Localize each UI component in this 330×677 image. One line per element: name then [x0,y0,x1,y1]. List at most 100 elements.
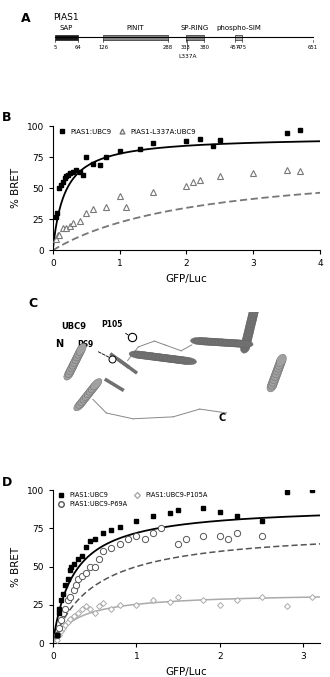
Text: SAP: SAP [60,25,73,31]
Ellipse shape [242,334,252,347]
Ellipse shape [137,352,155,359]
Legend: PIAS1:UBC9, PIAS1:UBC9-P69A, PIAS1:UBC9-P105A: PIAS1:UBC9, PIAS1:UBC9-P69A, PIAS1:UBC9-… [55,492,207,508]
Ellipse shape [65,366,75,377]
Ellipse shape [155,354,174,362]
Y-axis label: % BRET: % BRET [11,546,21,587]
Bar [103,35,168,40]
Ellipse shape [244,328,253,341]
Ellipse shape [275,357,285,370]
Text: C: C [29,297,38,310]
Ellipse shape [198,338,217,345]
Text: P105: P105 [101,320,129,336]
Ellipse shape [144,353,163,360]
Ellipse shape [271,368,281,380]
Text: 457: 457 [230,45,240,50]
Ellipse shape [194,338,213,345]
Ellipse shape [269,374,279,387]
Text: 64: 64 [75,45,82,50]
Ellipse shape [71,354,81,366]
Ellipse shape [78,394,89,406]
Ellipse shape [248,312,257,324]
Ellipse shape [243,331,252,343]
Text: 126: 126 [98,45,108,50]
Ellipse shape [178,357,196,365]
Ellipse shape [222,339,241,347]
Text: UBC9: UBC9 [61,322,86,330]
Text: 380: 380 [199,45,210,50]
Ellipse shape [159,355,178,362]
Ellipse shape [245,322,255,334]
Text: SP-RING: SP-RING [181,25,209,31]
Ellipse shape [167,355,185,364]
Text: C: C [218,413,226,422]
Text: PINIT: PINIT [127,25,144,31]
Ellipse shape [267,380,277,392]
Text: P69: P69 [77,341,109,357]
Ellipse shape [244,325,254,337]
Bar [186,35,204,40]
Ellipse shape [152,354,170,362]
Ellipse shape [230,340,249,347]
Ellipse shape [82,389,93,400]
Ellipse shape [68,360,78,372]
Ellipse shape [273,363,283,375]
Ellipse shape [247,315,256,328]
Ellipse shape [248,309,258,322]
Text: B: B [2,112,12,125]
Text: D: D [2,475,12,489]
Ellipse shape [148,353,166,361]
Ellipse shape [203,338,221,345]
Ellipse shape [74,349,83,361]
Ellipse shape [241,337,251,350]
Ellipse shape [64,368,74,380]
Text: 5: 5 [53,45,56,50]
Ellipse shape [270,371,280,383]
Ellipse shape [163,355,182,363]
Text: PIAS1: PIAS1 [53,13,79,22]
Ellipse shape [268,377,278,389]
Text: phospho-SIM: phospho-SIM [216,25,261,31]
Ellipse shape [174,357,193,364]
Legend: PIAS1:UBC9, PIAS1-L337A:UBC9: PIAS1:UBC9, PIAS1-L337A:UBC9 [55,129,196,135]
Ellipse shape [234,340,253,347]
X-axis label: GFP/Luc: GFP/Luc [166,667,207,677]
Ellipse shape [140,352,159,360]
Ellipse shape [190,337,209,345]
Bar [235,35,242,40]
Ellipse shape [72,351,82,364]
Ellipse shape [214,339,233,347]
X-axis label: GFP/Luc: GFP/Luc [166,274,207,284]
Ellipse shape [76,397,87,408]
Text: L337A: L337A [178,54,196,59]
Text: N: N [55,339,64,349]
Ellipse shape [274,360,284,372]
Ellipse shape [90,378,102,390]
Ellipse shape [69,357,79,369]
Ellipse shape [129,351,148,359]
Ellipse shape [276,354,286,366]
Ellipse shape [80,392,91,403]
Ellipse shape [84,387,96,398]
Text: 475: 475 [237,45,248,50]
Ellipse shape [171,356,189,364]
Ellipse shape [218,339,237,347]
Ellipse shape [88,381,100,393]
Ellipse shape [67,363,77,374]
Ellipse shape [226,340,245,347]
Ellipse shape [272,366,282,378]
Ellipse shape [207,338,225,346]
Text: 333: 333 [181,45,190,50]
Text: 288: 288 [163,45,173,50]
Ellipse shape [246,318,255,331]
Ellipse shape [75,346,85,358]
Text: A: A [21,12,30,24]
Ellipse shape [241,341,250,353]
Bar [55,35,78,40]
Ellipse shape [249,305,259,318]
Ellipse shape [133,351,151,359]
Ellipse shape [76,343,86,355]
Y-axis label: % BRET: % BRET [11,169,21,209]
Ellipse shape [86,384,98,395]
Text: 651: 651 [308,45,317,50]
Ellipse shape [211,338,229,346]
